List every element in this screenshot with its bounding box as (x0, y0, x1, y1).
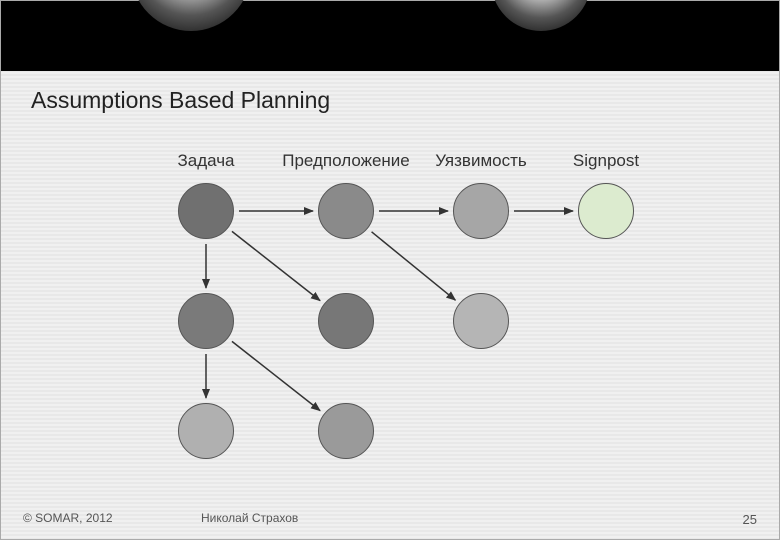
node-t2 (178, 293, 234, 349)
node-t3 (178, 403, 234, 459)
node-s1 (578, 183, 634, 239)
diagram-arrows (1, 1, 780, 540)
slide-title: Assumptions Based Planning (31, 87, 330, 114)
edge-t1-a2 (232, 231, 320, 300)
page-number: 25 (743, 512, 757, 527)
column-label-signpost: Signpost (573, 151, 639, 171)
node-v1 (453, 183, 509, 239)
node-t1 (178, 183, 234, 239)
edge-t2-a3 (232, 341, 320, 410)
column-label-vuln: Уязвимость (435, 151, 526, 171)
node-a3 (318, 403, 374, 459)
node-a1 (318, 183, 374, 239)
node-v2 (453, 293, 509, 349)
top-band (1, 1, 779, 71)
footer-author: Николай Страхов (201, 511, 298, 525)
node-a2 (318, 293, 374, 349)
column-label-task: Задача (177, 151, 234, 171)
edge-a1-v2 (372, 232, 456, 300)
column-label-assumption: Предположение (282, 151, 410, 171)
footer-copyright: © SOMAR, 2012 (23, 511, 113, 525)
